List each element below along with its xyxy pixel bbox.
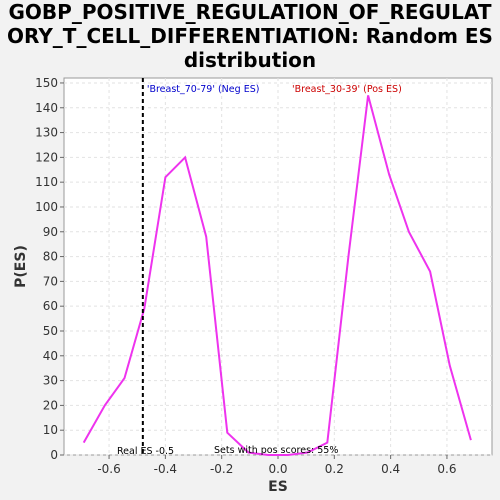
y-tick-label: 20 xyxy=(43,398,58,412)
x-tick-label: -0.2 xyxy=(210,462,233,476)
pos-es-label: 'Breast_30-39' (Pos ES) xyxy=(292,84,402,95)
y-tick-label: 70 xyxy=(43,274,58,288)
chart-title: GOBP_POSITIVE_REGULATION_OF_REGULAT ORY_… xyxy=(0,0,500,72)
y-tick-label: 130 xyxy=(35,126,58,140)
y-axis-label: P(ES) xyxy=(13,245,29,288)
chart-title-line-3: distribution xyxy=(183,48,317,72)
x-tick-label: 0.2 xyxy=(325,462,344,476)
x-tick-label: -0.6 xyxy=(97,462,120,476)
x-tick-label: 0.4 xyxy=(381,462,400,476)
chart-title-line-2: ORY_T_CELL_DIFFERENTIATION: Random ES xyxy=(7,24,493,48)
y-tick-label: 10 xyxy=(43,423,58,437)
x-axis-label: ES xyxy=(268,479,288,495)
y-tick-label: 110 xyxy=(35,175,58,189)
y-tick-label: 0 xyxy=(50,448,58,462)
y-tick-label: 150 xyxy=(35,76,58,90)
y-tick-label: 50 xyxy=(43,324,58,338)
x-axis-ticks: -0.6 -0.4 -0.2 0.0 0.2 0.4 0.6 xyxy=(97,455,456,476)
neg-es-label: 'Breast_70-79' (Neg ES) xyxy=(147,84,260,95)
y-axis-ticks: 0 10 20 30 40 50 60 70 80 90 100 110 120 130 140 150 xyxy=(35,76,64,462)
real-es-label: Real ES -0.5 xyxy=(117,446,174,457)
x-tick-label: 0.6 xyxy=(437,462,456,476)
x-tick-label: -0.4 xyxy=(154,462,177,476)
y-tick-label: 80 xyxy=(43,250,58,264)
pos-scores-label: Sets with pos scores: 55% xyxy=(214,445,338,456)
y-tick-label: 30 xyxy=(43,374,58,388)
chart-title-line-1: GOBP_POSITIVE_REGULATION_OF_REGULAT xyxy=(8,0,492,24)
y-tick-label: 60 xyxy=(43,299,58,313)
grid xyxy=(64,78,492,456)
series-line xyxy=(82,95,472,456)
y-tick-label: 140 xyxy=(35,101,58,115)
y-tick-label: 40 xyxy=(43,349,58,363)
y-tick-label: 100 xyxy=(35,200,58,214)
y-tick-label: 120 xyxy=(35,150,58,164)
y-tick-label: 90 xyxy=(43,225,58,239)
x-tick-label: 0.0 xyxy=(268,462,287,476)
